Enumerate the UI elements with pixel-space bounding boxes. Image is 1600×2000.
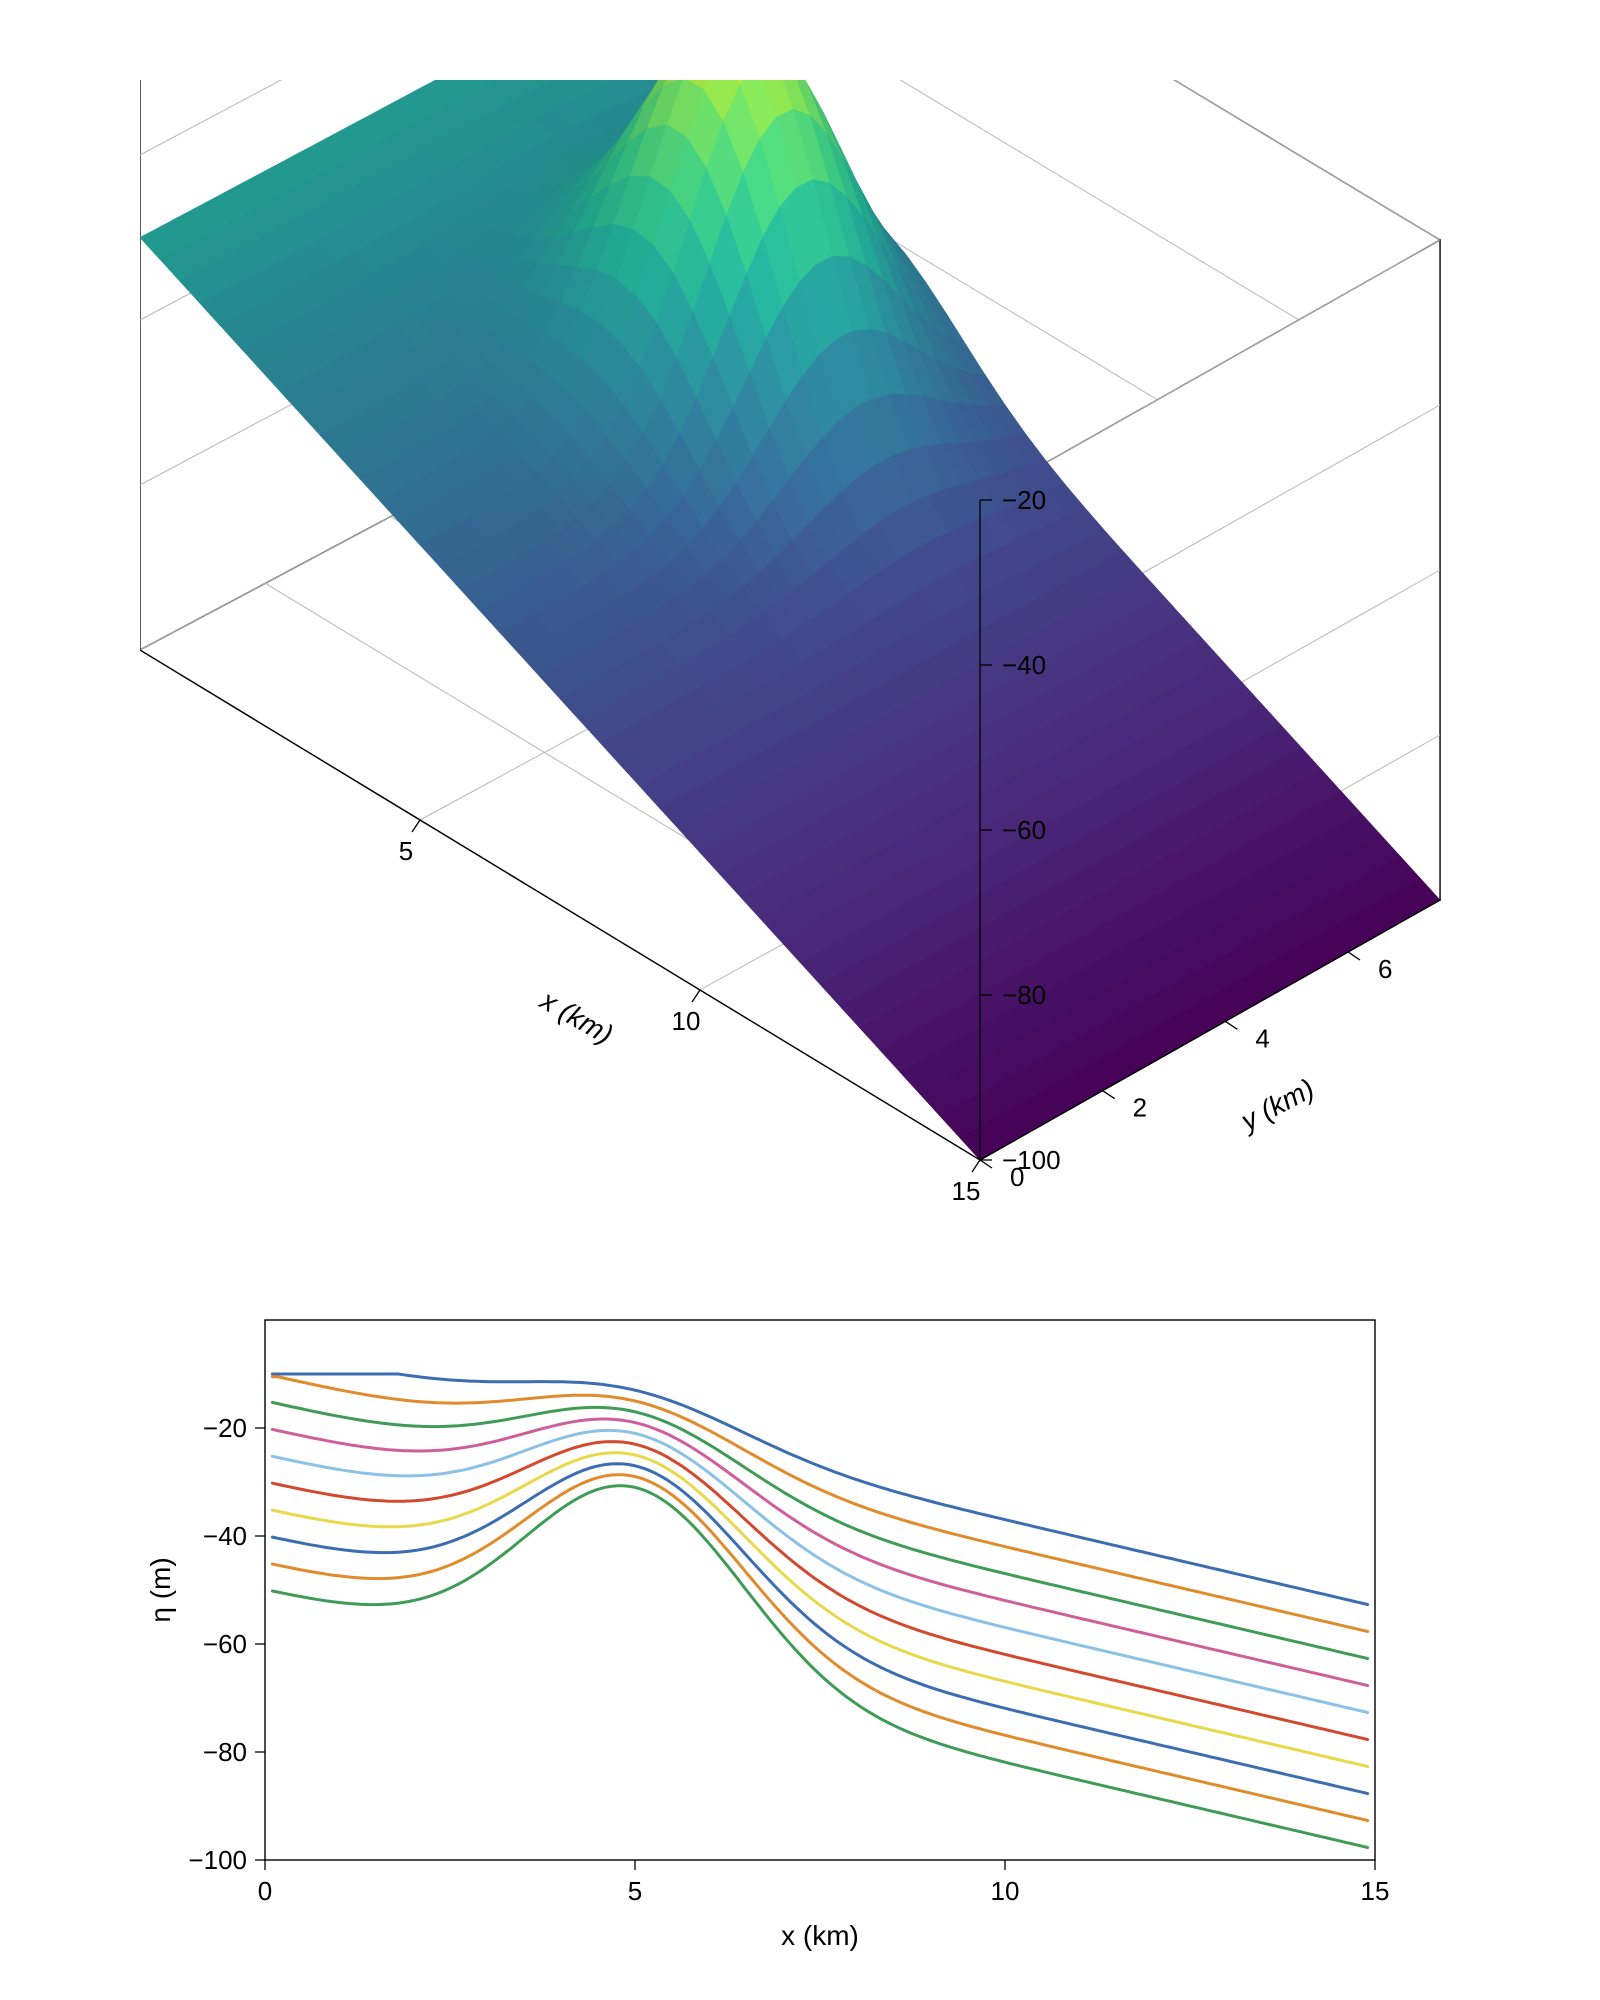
lineplot-panel: 0 5 10 15 −20 −40 −60 −80 −100 x (km) η (m) [145, 1300, 1455, 1960]
svg-text:15: 15 [1361, 1876, 1390, 1906]
svg-text:15: 15 [952, 1176, 981, 1206]
series-line [272, 1453, 1367, 1767]
svg-text:10: 10 [991, 1876, 1020, 1906]
svg-text:−40: −40 [1002, 650, 1046, 680]
svg-text:−20: −20 [203, 1413, 247, 1443]
svg-text:−60: −60 [1002, 815, 1046, 845]
series-line [272, 1419, 1367, 1686]
series-line [272, 1486, 1367, 1848]
svg-text:0: 0 [258, 1876, 272, 1906]
series-line [272, 1442, 1367, 1740]
lineplot-series [272, 1374, 1367, 1848]
svg-text:−40: −40 [203, 1521, 247, 1551]
svg-text:−80: −80 [203, 1737, 247, 1767]
svg-text:−100: −100 [188, 1845, 247, 1875]
svg-text:−60: −60 [203, 1629, 247, 1659]
svg-text:−80: −80 [1002, 980, 1046, 1010]
svg-text:5: 5 [399, 836, 413, 866]
svg-text:10: 10 [672, 1006, 701, 1036]
svg-text:5: 5 [628, 1876, 642, 1906]
svg-text:y (km): y (km) [1234, 1073, 1319, 1138]
svg-text:2: 2 [1133, 1093, 1147, 1123]
surface-3d-svg: 0510150246−20−40−60−80−100x (km)y (km) [140, 80, 1460, 1220]
lineplot-svg: 0 5 10 15 −20 −40 −60 −80 −100 x (km) η (m) [145, 1300, 1455, 1960]
svg-text:−100: −100 [1002, 1145, 1061, 1175]
lineplot-xlabel: x (km) [781, 1920, 859, 1951]
svg-text:6: 6 [1378, 954, 1392, 984]
series-line [272, 1402, 1367, 1658]
lineplot-ylabel: η (m) [145, 1557, 176, 1622]
svg-text:x (km): x (km) [534, 983, 619, 1050]
svg-text:4: 4 [1255, 1023, 1269, 1053]
svg-text:−20: −20 [1002, 485, 1046, 515]
surface-3d-panel: 0510150246−20−40−60−80−100x (km)y (km) [140, 80, 1460, 1220]
